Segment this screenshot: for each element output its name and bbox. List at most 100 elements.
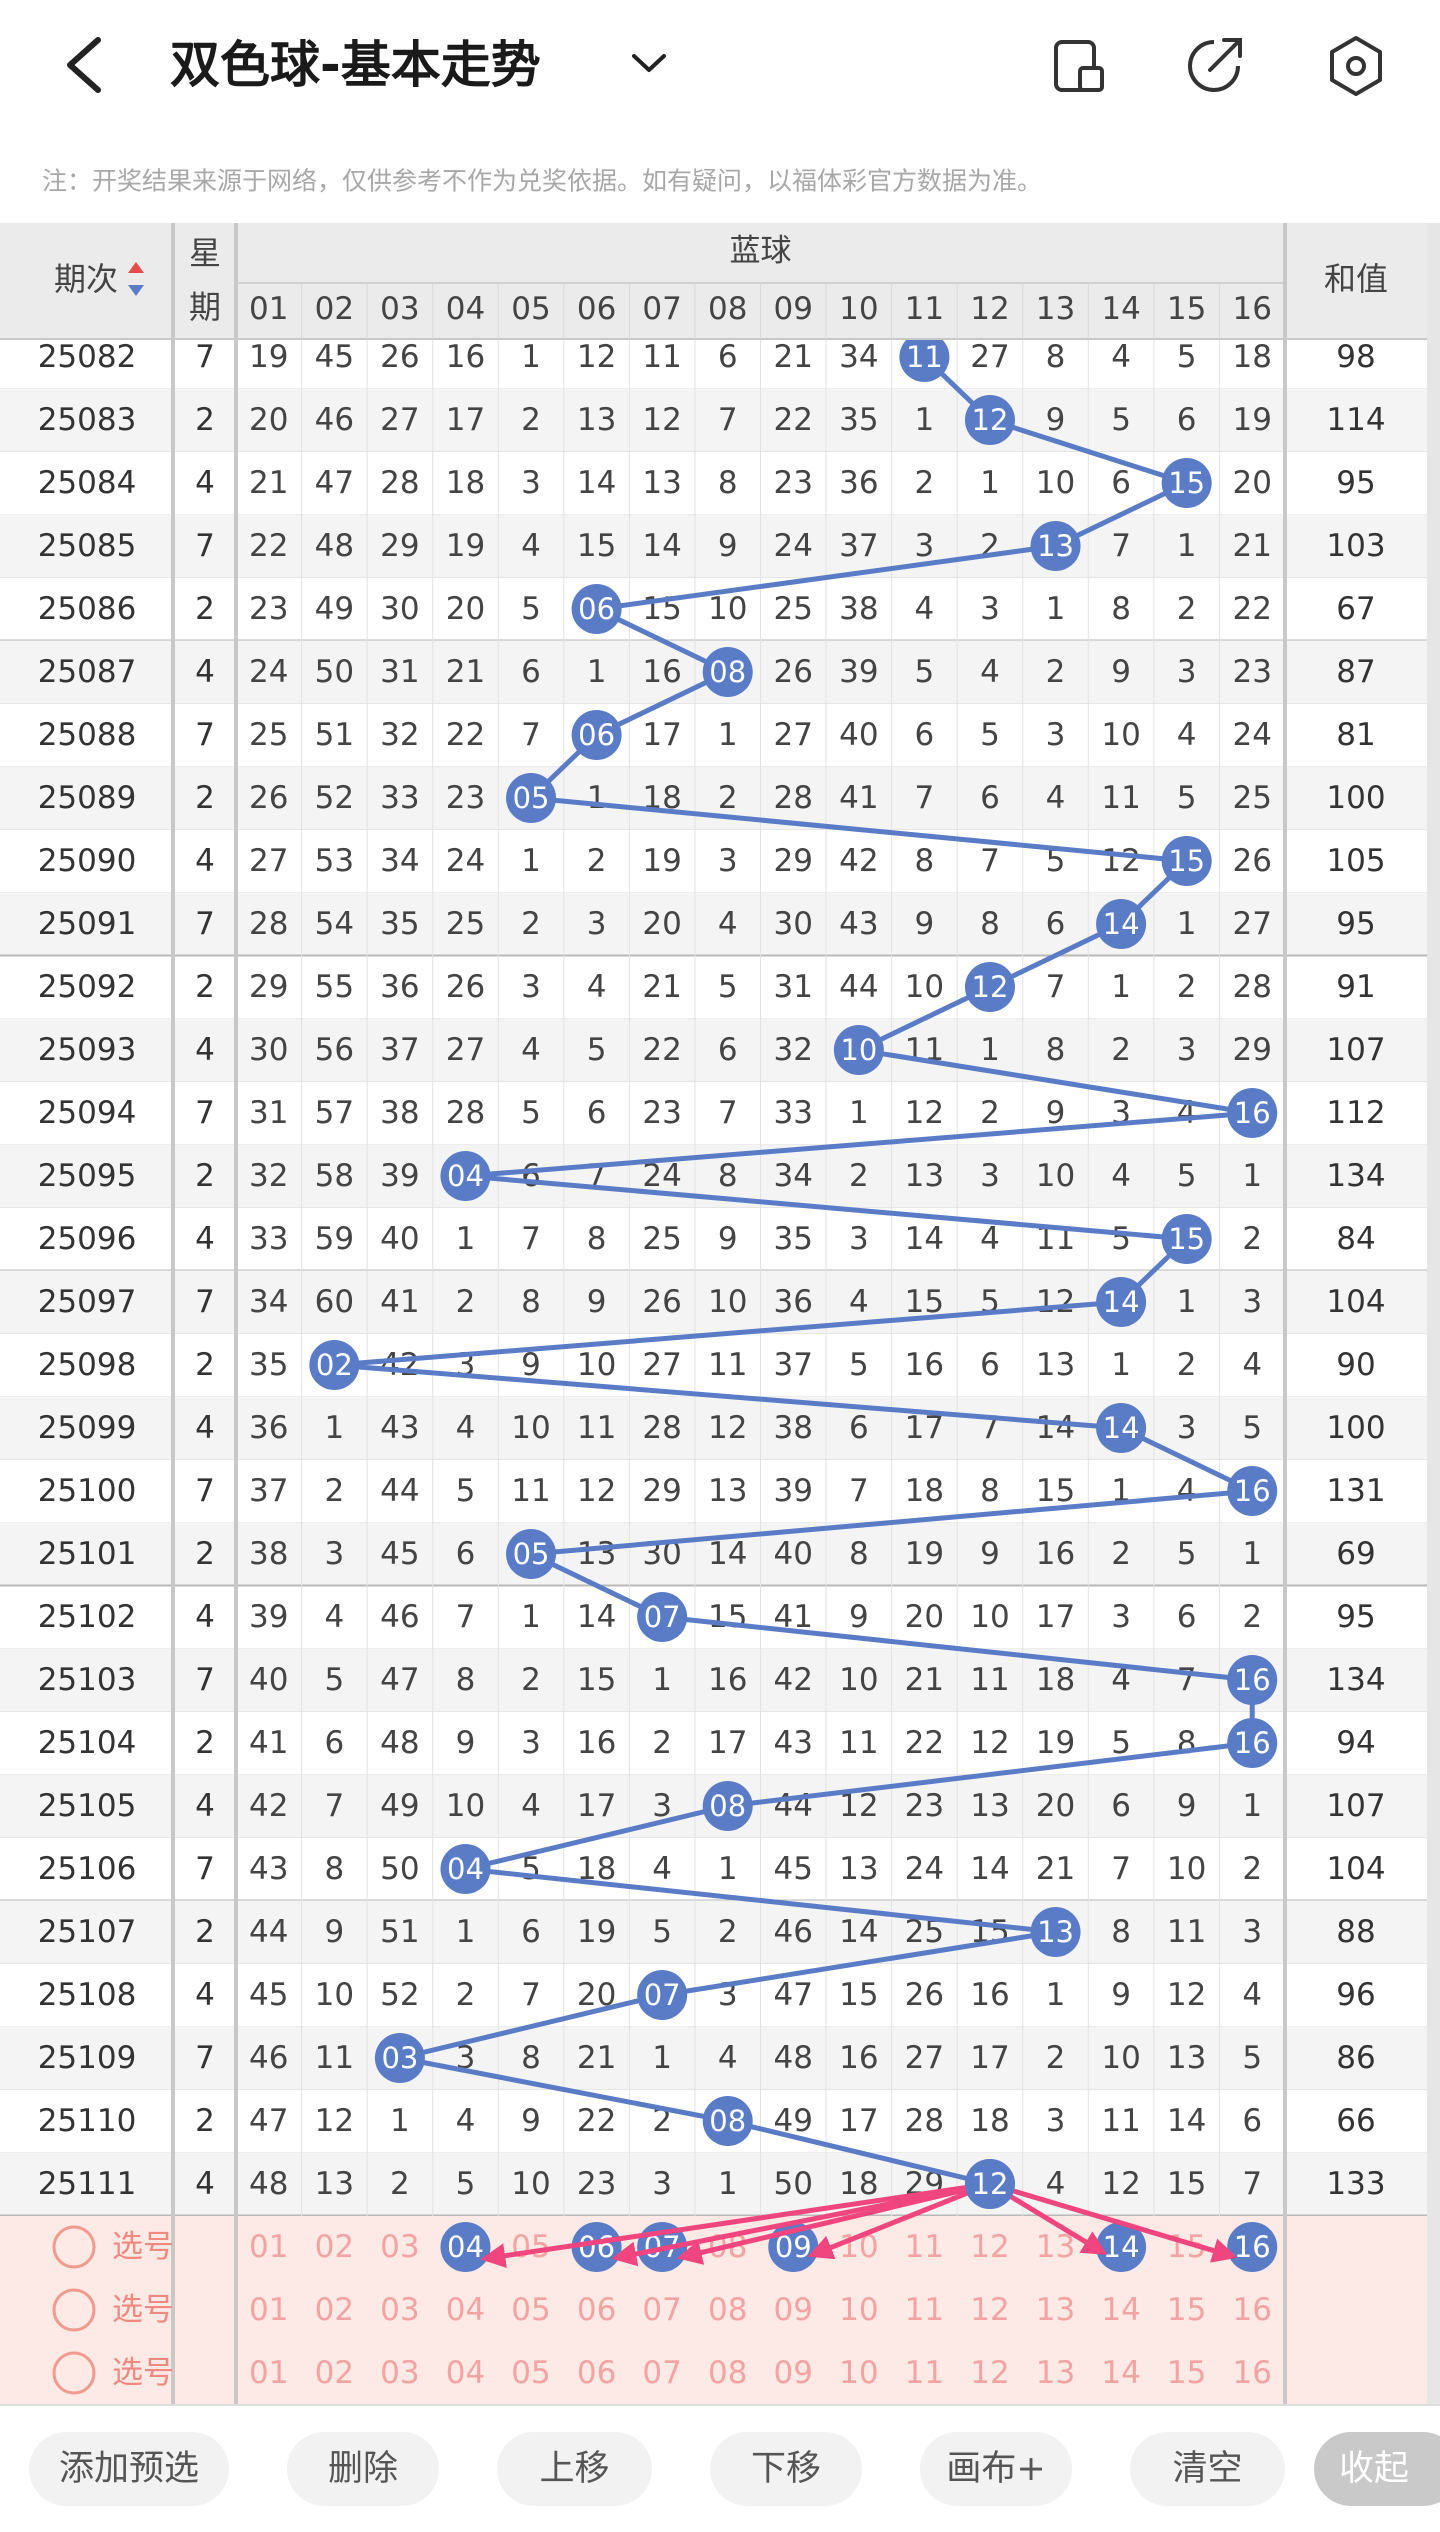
select-number[interactable]: 01 (249, 2229, 288, 2265)
top-bar-bg (0, 0, 1440, 222)
select-checkbox[interactable] (52, 2351, 96, 2395)
sort-down[interactable] (128, 285, 144, 296)
toolbar-button-label[interactable]: 删除 (328, 2449, 398, 2489)
title-dropdown[interactable] (632, 54, 666, 72)
picked-number[interactable]: 14 (1103, 2230, 1140, 2264)
miss-count: 4 (1177, 717, 1197, 753)
select-label[interactable]: 选号 (112, 2292, 174, 2328)
select-number[interactable]: 08 (708, 2355, 747, 2391)
select-number[interactable]: 12 (970, 2229, 1009, 2265)
select-label[interactable]: 选号 (112, 2229, 174, 2265)
select-number[interactable]: 04 (446, 2355, 485, 2391)
picked-number[interactable]: 04 (447, 2230, 484, 2264)
blue-ball-number: 04 (447, 1852, 484, 1886)
settings-icon[interactable] (1330, 36, 1382, 96)
select-number[interactable]: 11 (905, 2355, 944, 2391)
sum: 67 (1336, 591, 1375, 627)
select-number[interactable]: 06 (577, 2292, 616, 2328)
blue-ball (309, 1340, 360, 1390)
picked-ball[interactable] (440, 2222, 491, 2272)
toolbar-button[interactable] (920, 2432, 1072, 2506)
toolbar-button-label[interactable]: 添加预选 (59, 2449, 199, 2489)
toolbar-button-label[interactable]: 清空 (1172, 2449, 1242, 2489)
select-number[interactable]: 15 (1167, 2355, 1206, 2391)
select-number[interactable]: 02 (315, 2229, 354, 2265)
toolbar-button-label[interactable]: 画布+ (946, 2449, 1045, 2489)
select-number[interactable]: 12 (970, 2355, 1009, 2391)
miss-count: 46 (774, 1914, 813, 1950)
select-number[interactable]: 14 (1101, 2355, 1140, 2391)
miss-count: 5 (324, 1662, 344, 1698)
miss-count: 28 (642, 1410, 681, 1446)
select-number[interactable]: 13 (1036, 2229, 1075, 2265)
select-number[interactable]: 13 (1036, 2292, 1075, 2328)
sum: 105 (1326, 843, 1385, 879)
back-button[interactable] (67, 37, 101, 93)
select-number[interactable]: 01 (249, 2292, 288, 2328)
toolbar-button[interactable] (287, 2432, 439, 2506)
miss-count: 5 (1242, 1410, 1262, 1446)
miss-count: 5 (1242, 2040, 1262, 2076)
select-number[interactable]: 01 (249, 2355, 288, 2391)
toolbar-button[interactable] (710, 2432, 862, 2506)
toolbar-button[interactable] (1314, 2432, 1440, 2506)
select-number[interactable]: 03 (380, 2292, 419, 2328)
sum: 69 (1336, 1536, 1375, 1572)
miss-count: 13 (642, 465, 681, 501)
select-number[interactable]: 10 (839, 2355, 878, 2391)
select-number[interactable]: 12 (970, 2292, 1009, 2328)
select-number[interactable]: 09 (774, 2292, 813, 2328)
miss-count: 27 (905, 2040, 944, 2076)
miss-count: 19 (446, 528, 485, 564)
blue-ball (637, 1970, 688, 2020)
select-number[interactable]: 15 (1167, 2292, 1206, 2328)
select-number[interactable]: 03 (380, 2355, 419, 2391)
miss-count: 12 (708, 1410, 747, 1446)
select-number[interactable]: 07 (642, 2292, 681, 2328)
select-number[interactable]: 05 (511, 2355, 550, 2391)
toolbar-button-label[interactable]: 收起 (1339, 2449, 1409, 2489)
select-label[interactable]: 选号 (112, 2355, 174, 2391)
miss-count: 10 (1101, 717, 1140, 753)
toolbar-button[interactable] (497, 2432, 652, 2506)
select-number[interactable]: 11 (905, 2229, 944, 2265)
select-number[interactable]: 04 (446, 2292, 485, 2328)
select-checkbox[interactable] (52, 2225, 96, 2269)
sort-up[interactable] (128, 262, 144, 273)
picked-ball[interactable] (1227, 2222, 1278, 2272)
select-number[interactable]: 03 (380, 2229, 419, 2265)
picked-number[interactable]: 16 (1234, 2230, 1271, 2264)
select-number[interactable]: 10 (839, 2292, 878, 2328)
weekday: 4 (195, 1977, 215, 2013)
miss-count: 4 (456, 2103, 476, 2139)
select-number[interactable]: 05 (511, 2292, 550, 2328)
picked-ball[interactable] (1096, 2222, 1147, 2272)
picked-number[interactable]: 06 (578, 2230, 615, 2264)
toolbar-button-label[interactable]: 下移 (751, 2449, 821, 2489)
period-header[interactable]: 期次 (54, 260, 118, 298)
sum: 103 (1326, 528, 1385, 564)
select-number[interactable]: 11 (905, 2292, 944, 2328)
select-number[interactable]: 09 (774, 2355, 813, 2391)
miss-count: 1 (849, 1095, 869, 1131)
select-number[interactable]: 08 (708, 2292, 747, 2328)
select-number[interactable]: 16 (1232, 2355, 1271, 2391)
select-number[interactable]: 14 (1101, 2292, 1140, 2328)
select-number[interactable]: 13 (1036, 2355, 1075, 2391)
toolbar-button[interactable] (29, 2432, 229, 2506)
toolbar-button-label[interactable]: 上移 (539, 2449, 609, 2489)
picked-ball[interactable] (571, 2222, 622, 2272)
select-number[interactable]: 07 (642, 2355, 681, 2391)
select-number[interactable]: 16 (1232, 2292, 1271, 2328)
select-number[interactable]: 06 (577, 2355, 616, 2391)
miss-count: 4 (718, 906, 738, 942)
select-number[interactable]: 05 (511, 2229, 550, 2265)
toolbar-button[interactable] (1130, 2432, 1285, 2506)
select-number[interactable]: 02 (315, 2355, 354, 2391)
share-icon[interactable] (1188, 38, 1242, 92)
miss-count: 30 (249, 1032, 288, 1068)
layout-icon[interactable] (1054, 40, 1104, 92)
select-number[interactable]: 02 (315, 2292, 354, 2328)
miss-count: 14 (577, 465, 616, 501)
select-checkbox[interactable] (52, 2288, 96, 2332)
